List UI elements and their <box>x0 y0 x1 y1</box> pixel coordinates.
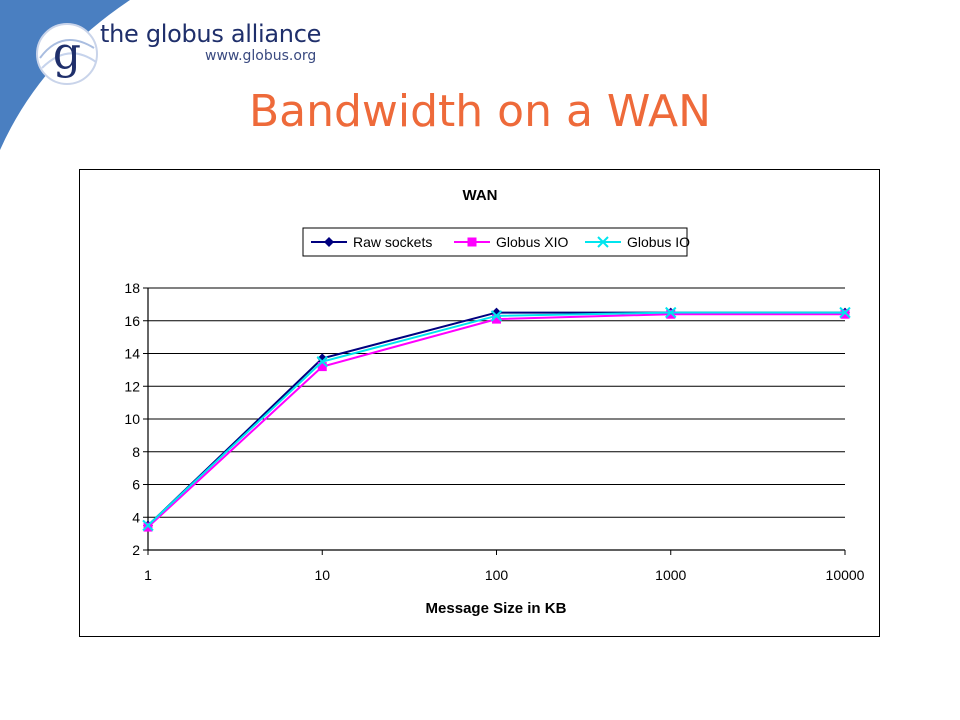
data-point <box>142 519 154 532</box>
chart-title: WAN <box>463 187 498 204</box>
legend-box <box>302 227 688 257</box>
series-globus-io <box>142 306 851 532</box>
brand-url: www.globus.org <box>205 48 317 64</box>
data-point <box>665 306 677 319</box>
data-point <box>492 314 501 324</box>
y-tick-label: 18 <box>124 280 140 296</box>
y-tick-label: 14 <box>124 346 140 362</box>
x-axis-label: Message Size in KB <box>426 600 567 617</box>
series-globus-xio <box>143 309 850 532</box>
line-chart: 2 4 6 8 10 12 14 16 18 1 10 100 1000 10000 Raw socket… <box>124 187 864 617</box>
legend-label: Globus XIO <box>496 234 568 250</box>
chart-frame: 2 4 6 8 10 12 14 16 18 1 10 100 1000 10000 Raw socket… <box>79 169 880 637</box>
y-tick-label: 10 <box>124 411 140 427</box>
y-tick-label: 2 <box>132 542 140 558</box>
x-tick-label: 10 <box>314 567 330 583</box>
logo-letter: g <box>53 28 81 79</box>
y-tick-label: 16 <box>124 313 140 329</box>
series-layer <box>142 306 851 532</box>
globus-logo-icon: g <box>36 23 98 85</box>
data-point <box>839 306 851 319</box>
legend: Raw sockets Globus XIO Globus IO <box>302 227 690 257</box>
x-tick-label: 10000 <box>826 567 865 583</box>
x-tick-label: 1000 <box>655 567 686 583</box>
data-point <box>666 309 676 319</box>
legend-label: Raw sockets <box>353 234 432 250</box>
data-point <box>317 362 327 372</box>
data-point <box>316 355 328 368</box>
data-point <box>324 237 334 247</box>
data-point <box>490 310 503 322</box>
y-tick-label: 4 <box>132 509 140 525</box>
series-line <box>147 313 845 528</box>
data-point <box>597 236 609 248</box>
legend-label: Globus IO <box>627 234 690 250</box>
x-tick-label: 100 <box>485 567 509 583</box>
corner-swoosh <box>0 0 130 150</box>
axes: 2 4 6 8 10 12 14 16 18 1 10 100 1000 10000 <box>124 280 864 583</box>
x-tick-label: 1 <box>144 567 152 583</box>
y-tick-label: 12 <box>124 378 140 394</box>
y-tick-label: 6 <box>132 477 140 493</box>
data-point <box>143 522 153 532</box>
data-point <box>840 309 850 319</box>
slide-title: Bandwidth on a WAN <box>248 86 712 137</box>
y-tick-label: 8 <box>132 444 140 460</box>
data-point <box>467 237 477 247</box>
brand-name: the globus alliance <box>100 20 322 48</box>
